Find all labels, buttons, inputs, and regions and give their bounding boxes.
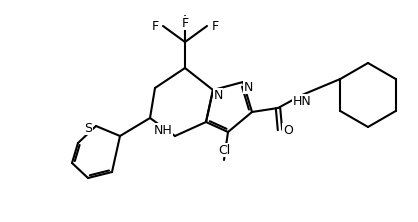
Text: F: F	[151, 20, 158, 32]
Text: N: N	[243, 81, 253, 93]
Text: N: N	[213, 89, 223, 101]
Text: O: O	[283, 123, 293, 137]
Text: HN: HN	[293, 95, 311, 107]
Text: S: S	[84, 121, 92, 135]
Text: F: F	[181, 16, 189, 30]
Text: NH: NH	[154, 123, 172, 137]
Text: F: F	[212, 20, 219, 32]
Text: Cl: Cl	[218, 143, 230, 157]
